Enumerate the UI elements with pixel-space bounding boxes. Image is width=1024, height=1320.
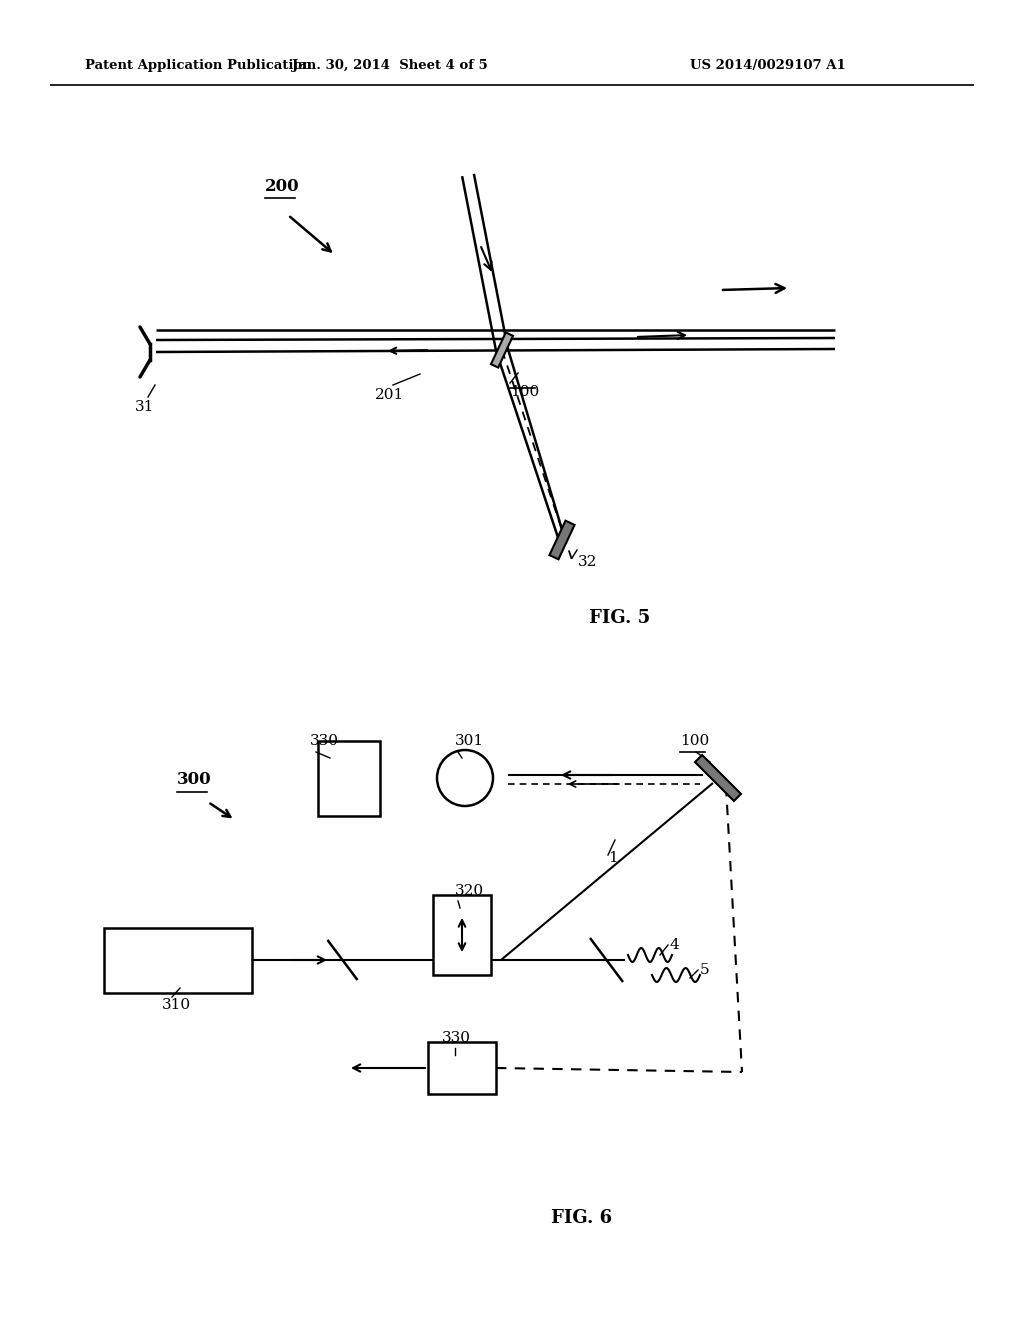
Bar <box>428 1041 496 1094</box>
Text: Jan. 30, 2014  Sheet 4 of 5: Jan. 30, 2014 Sheet 4 of 5 <box>292 58 487 71</box>
Bar <box>433 895 490 975</box>
Text: Patent Application Publication: Patent Application Publication <box>85 58 311 71</box>
Polygon shape <box>490 333 513 367</box>
Text: 32: 32 <box>578 554 597 569</box>
Text: FIG. 5: FIG. 5 <box>590 609 650 627</box>
Text: 5: 5 <box>700 964 710 977</box>
Text: 301: 301 <box>455 734 484 748</box>
Text: US 2014/0029107 A1: US 2014/0029107 A1 <box>690 58 846 71</box>
Text: 31: 31 <box>135 400 155 414</box>
Text: 310: 310 <box>162 998 191 1012</box>
Text: 320: 320 <box>455 884 484 898</box>
Text: 330: 330 <box>310 734 339 748</box>
Polygon shape <box>550 520 574 560</box>
Text: 1: 1 <box>608 851 617 865</box>
Bar <box>104 928 252 993</box>
Polygon shape <box>695 755 741 801</box>
Bar <box>318 741 380 816</box>
Text: 201: 201 <box>376 388 404 403</box>
Text: FIG. 6: FIG. 6 <box>552 1209 612 1228</box>
Text: 330: 330 <box>442 1031 471 1045</box>
Text: 300: 300 <box>177 771 212 788</box>
Text: 100: 100 <box>510 385 540 399</box>
Text: 200: 200 <box>265 178 300 195</box>
Text: 100: 100 <box>680 734 710 748</box>
Text: 4: 4 <box>670 939 680 952</box>
